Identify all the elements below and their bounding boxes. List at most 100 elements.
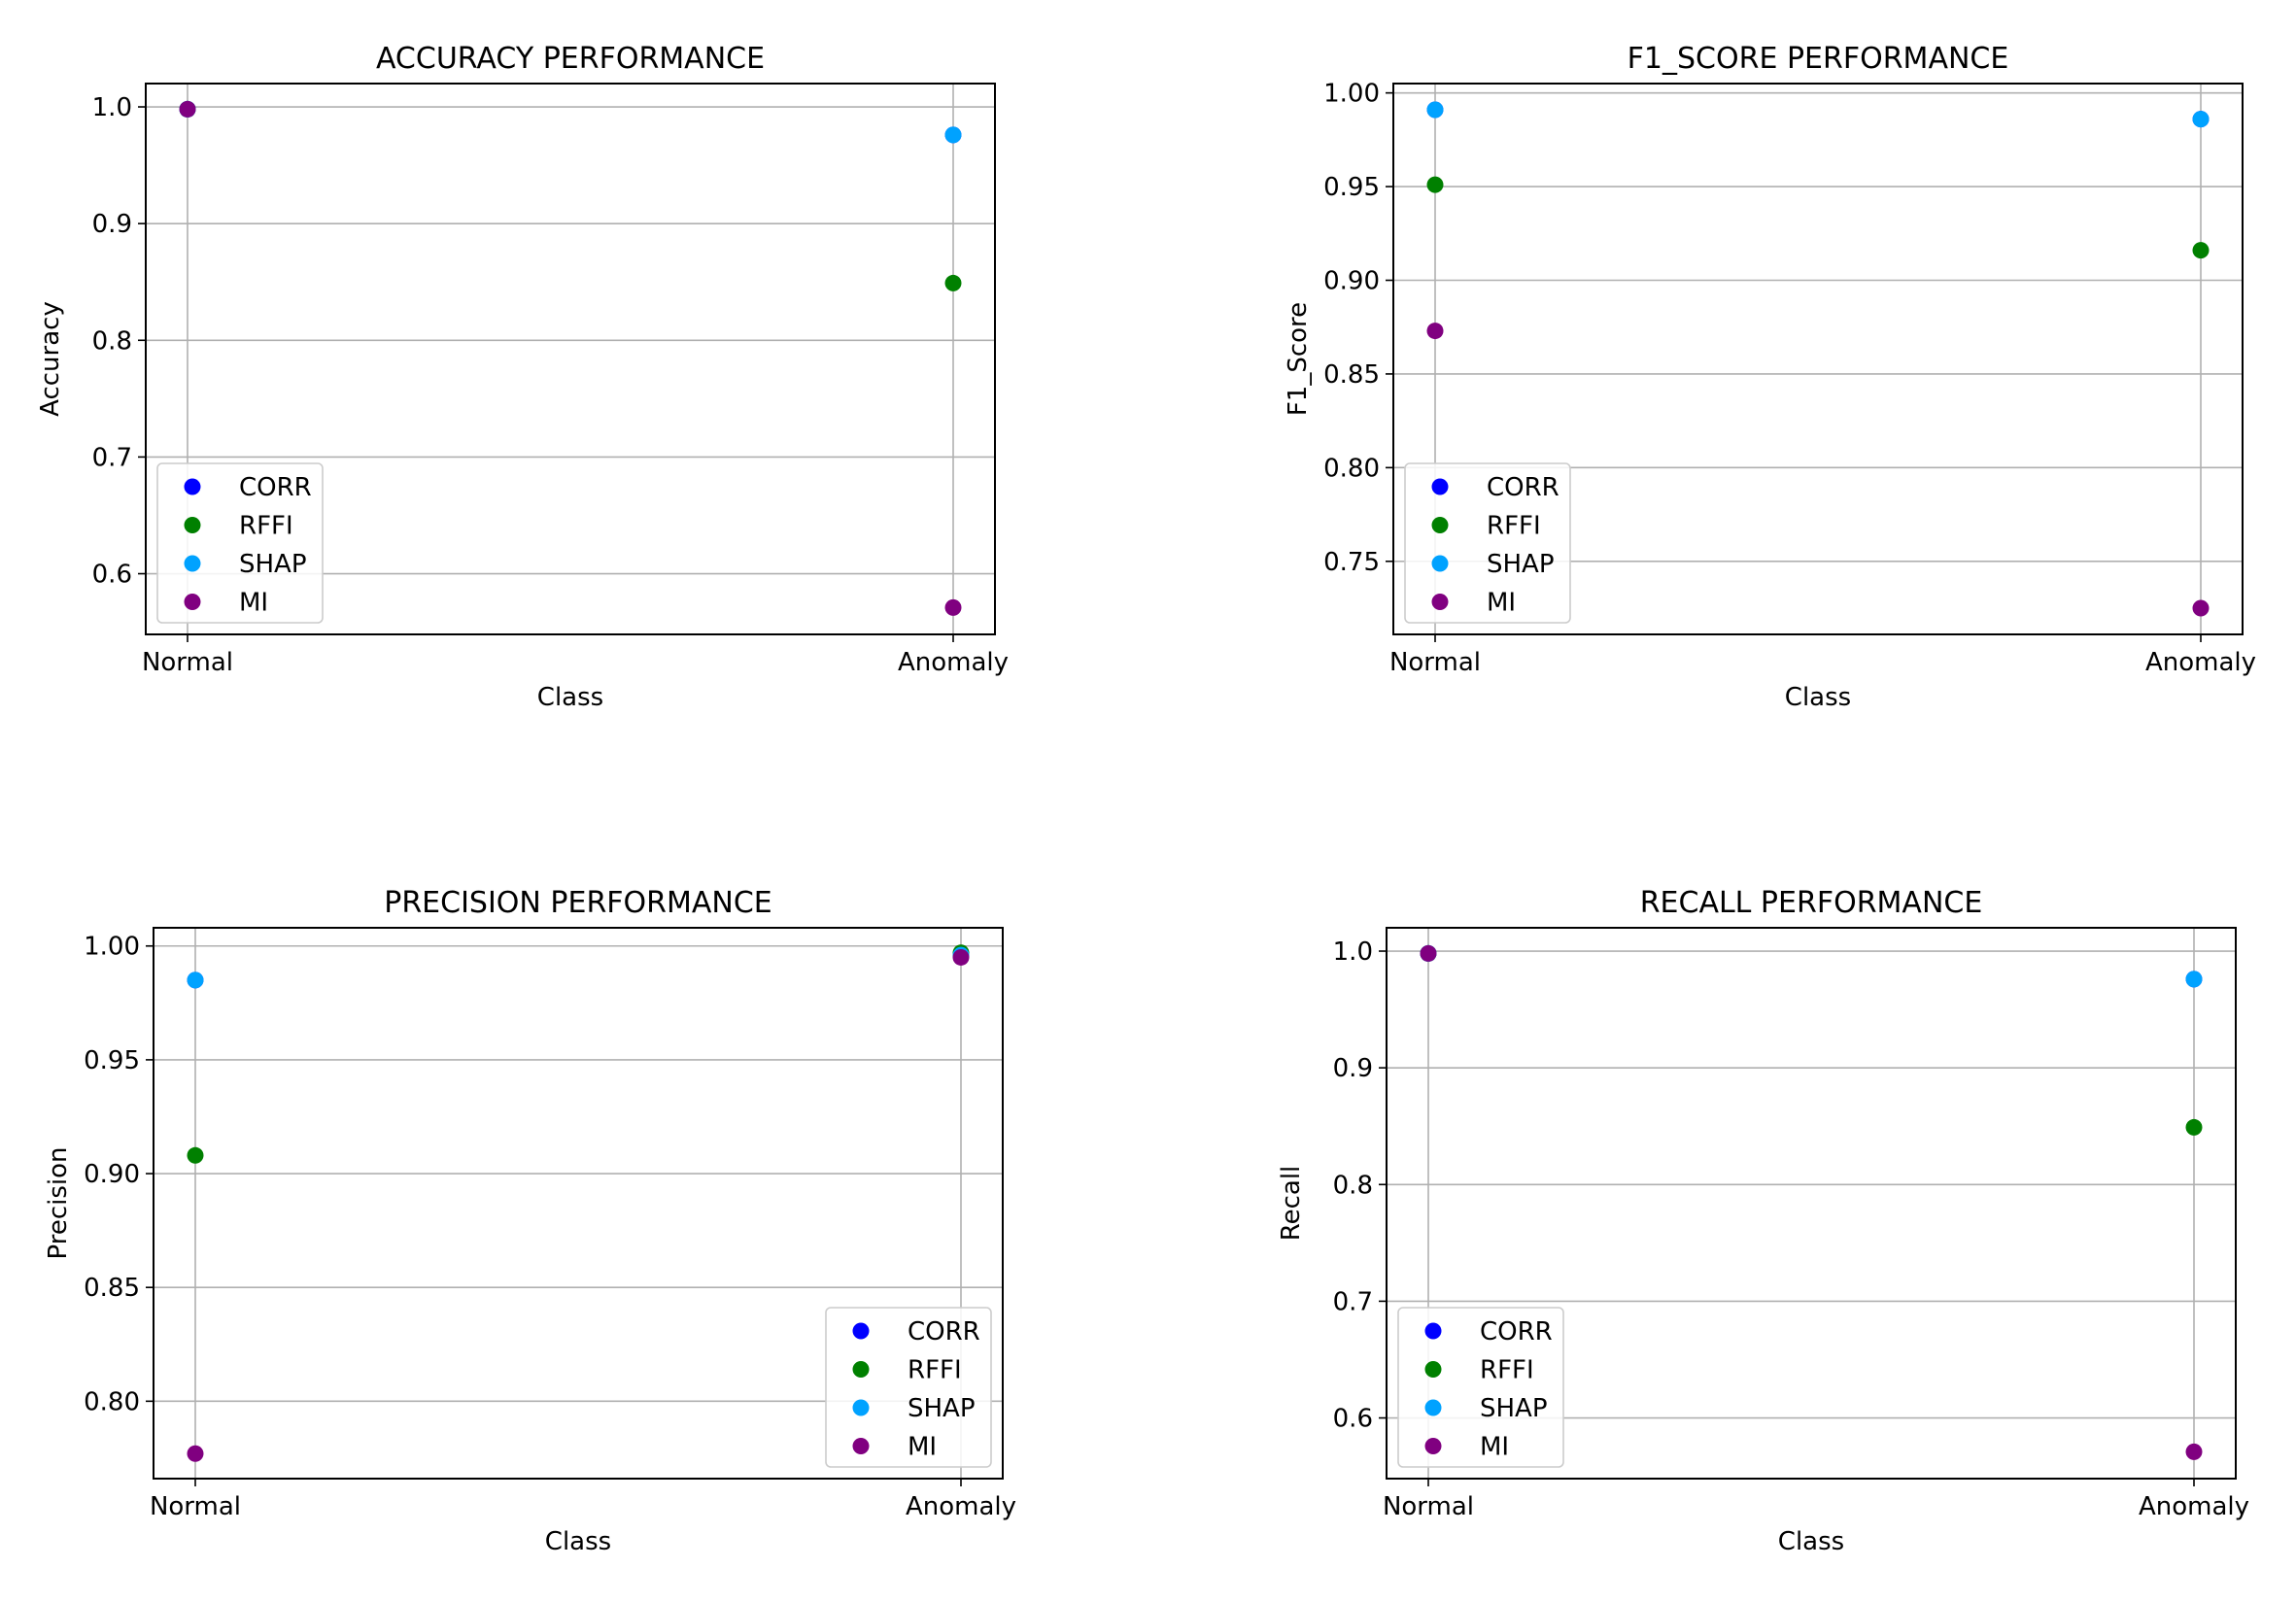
legend-marker-rffi (1431, 517, 1449, 533)
legend-marker-rffi (1424, 1361, 1442, 1378)
y-tick-label: 0.6 (92, 561, 132, 590)
y-tick-label: 0.80 (84, 1387, 140, 1416)
x-axis-label: Class (545, 1527, 611, 1556)
legend-box (1397, 1307, 1564, 1468)
data-point-rffi (2192, 242, 2210, 259)
y-tick-label: 0.7 (1333, 1287, 1373, 1316)
y-axis-label: Precision (44, 1146, 73, 1259)
legend-label-mi: MI (908, 1433, 937, 1462)
y-tick-label: 1.00 (84, 933, 140, 962)
legend-label-rffi: RFFI (908, 1356, 962, 1385)
y-axis-label: Recall (1277, 1166, 1306, 1242)
y-tick-label: 0.75 (1323, 548, 1380, 577)
chart-panel-1: 0.6 0.7 0.8 0.9 1.0 Normal Anomaly ACCURACY PER… (36, 42, 1009, 712)
y-tick-label: 1.00 (1323, 80, 1380, 109)
legend: CORR RFFI SHAP MI (156, 462, 324, 624)
legend-box (156, 462, 324, 624)
legend-marker-corr (1424, 1322, 1442, 1340)
data-point-rffi (2185, 1118, 2203, 1136)
y-tick-label: 0.90 (1323, 267, 1380, 296)
legend-label-corr: CORR (1480, 1317, 1553, 1346)
x-tick-label: Normal (1383, 1492, 1474, 1521)
x-tick-label: Anomaly (906, 1492, 1016, 1521)
legend-label-mi: MI (1487, 589, 1516, 618)
y-tick-label: 0.7 (92, 443, 132, 472)
x-axis-label: Class (537, 683, 603, 712)
y-tick-label: 0.8 (92, 326, 132, 356)
axes-frame (1386, 927, 2237, 1480)
chart-panel-3: 0.80 0.85 0.90 0.95 1.00 Normal Anomaly PRECISI… (44, 886, 1016, 1556)
axes-frame (145, 83, 996, 635)
legend: CORR RFFI SHAP MI (825, 1307, 992, 1468)
axes-frame (1392, 83, 2244, 635)
y-tick-label: 0.85 (1323, 360, 1380, 390)
y-axis-label: F1_Score (1284, 302, 1313, 416)
x-tick-label: Anomaly (2139, 1492, 2249, 1521)
legend-label-rffi: RFFI (1480, 1356, 1534, 1385)
data-point-mi (2185, 1443, 2203, 1460)
data-point-shap (2185, 971, 2203, 988)
x-tick-label: Normal (150, 1492, 241, 1521)
legend: CORR RFFI SHAP MI (1397, 1307, 1564, 1468)
y-tick-label: 0.95 (1323, 173, 1380, 202)
legend-label-mi: MI (1480, 1433, 1509, 1462)
data-point-rffi (187, 1146, 204, 1164)
chart-title: F1_SCORE PERFORMANCE (1628, 42, 2009, 76)
data-point-mi (2192, 599, 2210, 617)
legend-label-shap: SHAP (908, 1394, 976, 1423)
legend-box (1404, 462, 1571, 624)
y-tick-label: 0.9 (1333, 1054, 1373, 1083)
y-tick-label: 0.80 (1323, 454, 1380, 483)
legend: CORR RFFI SHAP MI (1404, 462, 1571, 624)
x-axis-label: Class (1785, 683, 1851, 712)
chart-title: ACCURACY PERFORMANCE (376, 42, 765, 76)
legend-marker-mi (184, 594, 201, 610)
y-tick-label: 0.90 (84, 1160, 140, 1189)
data-point-shap (187, 971, 204, 989)
legend-marker-mi (852, 1438, 870, 1454)
legend-marker-shap (1431, 555, 1449, 572)
data-point-mi (179, 100, 196, 118)
y-tick-label: 0.8 (1333, 1171, 1373, 1200)
legend-label-shap: SHAP (1480, 1394, 1548, 1423)
data-point-shap (1426, 101, 1444, 119)
chart-panel-4: 0.6 0.7 0.8 0.9 1.0 Normal Anomaly RECALL PERFO… (1277, 886, 2249, 1556)
legend-label-rffi: RFFI (239, 512, 293, 541)
chart-panel-2: 0.75 0.80 0.85 0.90 0.95 1.00 Normal Anomaly F1_… (1284, 42, 2256, 712)
x-tick-label: Anomaly (898, 648, 1009, 677)
legend-label-corr: CORR (908, 1317, 980, 1346)
legend-marker-mi (1431, 594, 1449, 610)
data-point-mi (1426, 323, 1444, 340)
x-axis-label: Class (1778, 1527, 1844, 1556)
legend-marker-rffi (184, 517, 201, 533)
chart-title: RECALL PERFORMANCE (1640, 886, 1983, 920)
data-point-mi (944, 598, 962, 616)
y-tick-label: 0.6 (1333, 1405, 1373, 1434)
y-axis-label: Accuracy (36, 301, 65, 417)
legend-marker-shap (1424, 1399, 1442, 1416)
legend-marker-shap (184, 555, 201, 572)
legend-marker-corr (1431, 478, 1449, 495)
chart-title: PRECISION PERFORMANCE (384, 886, 772, 920)
data-point-shap (944, 126, 962, 144)
x-tick-label: Normal (1389, 648, 1481, 677)
legend-marker-mi (1424, 1438, 1442, 1454)
y-tick-label: 1.0 (1333, 937, 1373, 967)
x-tick-label: Anomaly (2145, 648, 2256, 677)
legend-label-rffi: RFFI (1487, 512, 1541, 541)
legend-marker-corr (184, 478, 201, 495)
legend-label-corr: CORR (239, 473, 312, 502)
y-tick-label: 1.0 (92, 93, 132, 122)
legend-label-corr: CORR (1487, 473, 1559, 502)
data-point-rffi (944, 274, 962, 291)
x-tick-label: Normal (142, 648, 233, 677)
legend-marker-corr (852, 1322, 870, 1340)
legend-marker-shap (852, 1399, 870, 1416)
legend-marker-rffi (852, 1361, 870, 1378)
data-point-rffi (1426, 176, 1444, 193)
axes-frame (153, 927, 1004, 1480)
legend-label-mi: MI (239, 589, 268, 618)
y-tick-label: 0.85 (84, 1274, 140, 1303)
